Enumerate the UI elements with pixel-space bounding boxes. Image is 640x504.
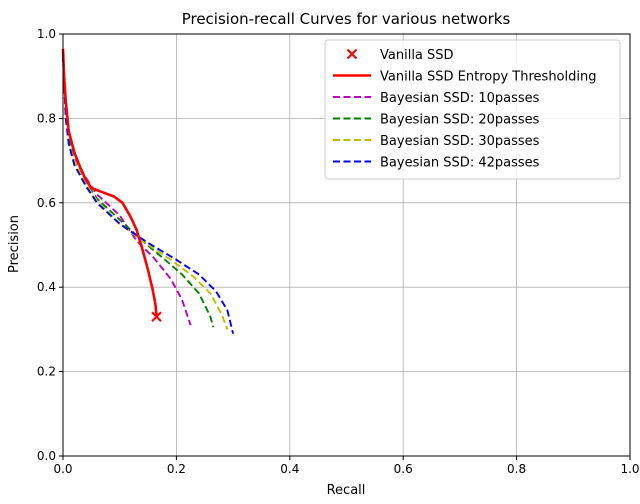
legend-label-4: Bayesian SSD: 30passes xyxy=(380,134,540,149)
x-axis-label: Recall xyxy=(327,483,366,498)
legend-handle-0 xyxy=(346,48,358,60)
x-tick-label: 0.6 xyxy=(394,462,413,476)
series-5-line xyxy=(62,55,235,334)
x-tick-label: 0.2 xyxy=(167,462,186,476)
legend-label-3: Bayesian SSD: 20passes xyxy=(380,113,540,128)
legend-label-2: Bayesian SSD: 10passes xyxy=(380,91,540,106)
x-tick-label: 0.8 xyxy=(507,462,526,476)
axis-ticks: 0.0 0.2 0.4 0.6 0.8 1.0 0.0 0.2 0.4 0.6 0.8 1.0 xyxy=(37,27,640,476)
chart-title: Precision-recall Curves for various netw… xyxy=(182,10,511,28)
plot-frame xyxy=(62,33,631,457)
legend-label-0: Vanilla SSD xyxy=(380,48,454,63)
y-tick-label: 0.2 xyxy=(37,365,56,379)
legend-label-5: Bayesian SSD: 42passes xyxy=(380,156,540,171)
x-tick-label: 0.0 xyxy=(53,462,72,476)
y-tick-label: 0.8 xyxy=(37,111,56,125)
y-tick-label: 0.6 xyxy=(37,196,56,210)
legend-box xyxy=(324,39,621,180)
series-layer xyxy=(61,48,235,334)
y-tick-label: 0.4 xyxy=(37,280,56,294)
y-tick-label: 1.0 xyxy=(37,27,56,41)
y-axis-label: Precision xyxy=(7,215,22,273)
series-1-line xyxy=(61,48,158,317)
series-0-marker xyxy=(151,311,162,322)
legend-label-1: Vanilla SSD Entropy Thresholding xyxy=(380,70,596,85)
y-tick-label: 0.0 xyxy=(37,449,56,463)
x-tick-label: 1.0 xyxy=(620,462,639,476)
x-tick-label: 0.4 xyxy=(280,462,299,476)
legend: Vanilla SSD Vanilla SSD Entropy Threshold… xyxy=(324,39,621,180)
